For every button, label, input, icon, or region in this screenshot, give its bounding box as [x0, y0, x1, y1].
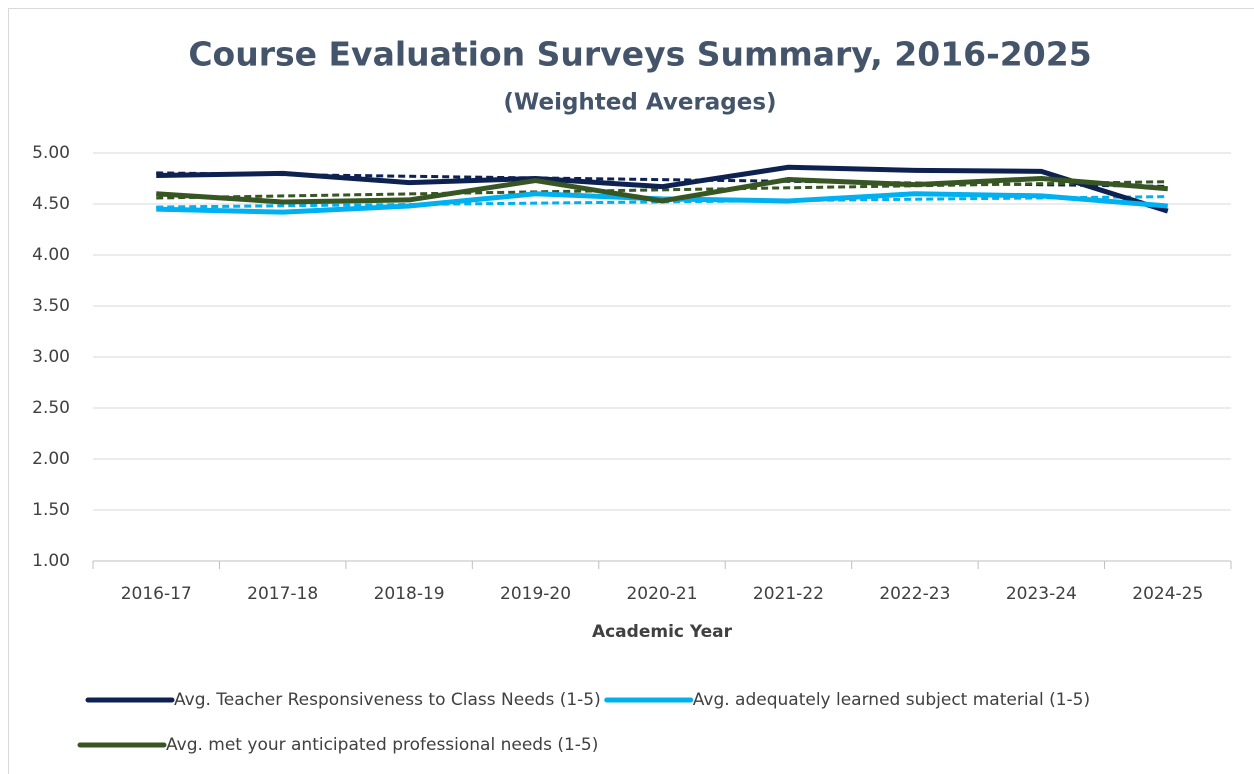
legend-label: Avg. met your anticipated professional n…: [166, 735, 598, 755]
data-line: [156, 164, 1169, 214]
x-tick-label: 2017-18: [247, 584, 318, 604]
y-tick-label: 4.50: [32, 194, 70, 214]
trendline: [156, 180, 1168, 200]
data-line: [156, 176, 1168, 205]
x-tick-label: 2024-25: [1132, 584, 1203, 604]
legend-label: Avg. adequately learned subject material…: [693, 690, 1090, 710]
x-tick-label: 2020-21: [626, 584, 697, 604]
x-axis-title: Academic Year: [592, 622, 733, 642]
y-tick-label: 2.50: [32, 398, 70, 418]
y-tick-label: 4.00: [32, 245, 70, 265]
x-tick-label: 2019-20: [500, 584, 571, 604]
x-tick-label: 2018-19: [374, 584, 445, 604]
x-tick-label: 2016-17: [121, 584, 192, 604]
chart-title: Course Evaluation Surveys Summary, 2016-…: [188, 35, 1091, 74]
y-tick-label: 2.00: [32, 449, 70, 469]
x-tick-label: 2021-22: [753, 584, 824, 604]
legend-label: Avg. Teacher Responsiveness to Class Nee…: [174, 690, 601, 710]
y-tick-label: 1.00: [32, 551, 70, 571]
y-tick-label: 3.00: [32, 347, 70, 367]
y-tick-label: 5.00: [32, 143, 70, 163]
x-tick-label: 2023-24: [1006, 584, 1077, 604]
trendline: [156, 195, 1168, 209]
chart-subtitle: (Weighted Averages): [503, 90, 776, 116]
y-tick-label: 3.50: [32, 296, 70, 316]
y-tick-label: 1.50: [32, 500, 70, 520]
x-tick-label: 2022-23: [879, 584, 950, 604]
chart-border: [8, 8, 1254, 774]
